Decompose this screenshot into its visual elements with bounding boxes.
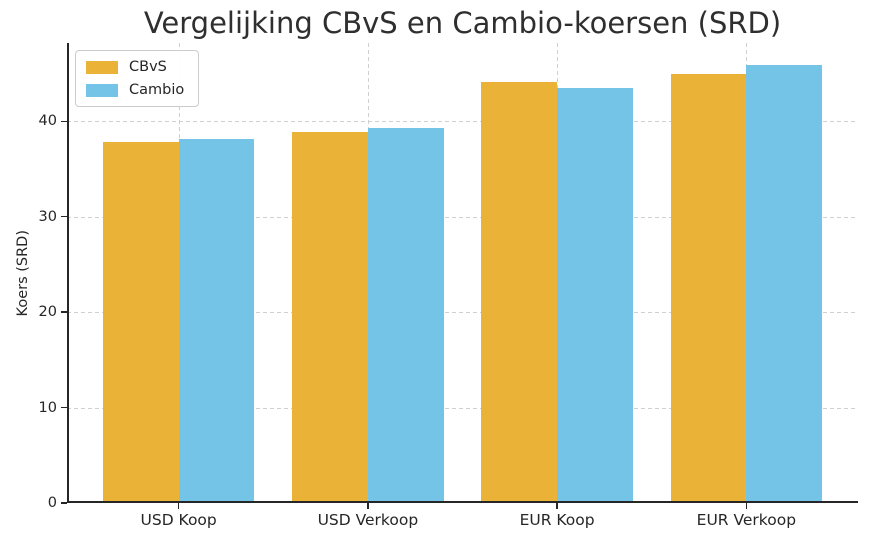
legend-label-cambio: Cambio: [129, 82, 185, 98]
y-tick-40: [61, 120, 67, 122]
left-spine: [67, 43, 69, 503]
bar-cambio-eur-koop: [557, 87, 633, 503]
x-tick-label-usd-koop: USD Koop: [140, 511, 217, 529]
y-tick-30: [61, 215, 67, 218]
y-tick-label-30: 30: [38, 208, 57, 225]
bar-cbvs-eur-verkoop: [670, 73, 747, 503]
gridline-horizontal-10: [67, 407, 858, 409]
y-axis-label: Koers (SRD): [15, 229, 31, 317]
legend-swatch-cambio: [86, 83, 118, 97]
x-tick-eur-verkoop: [745, 503, 748, 509]
gridline-horizontal-30: [67, 216, 858, 218]
gridline-horizontal-40: [67, 121, 858, 123]
legend-swatch-cbvs: [86, 60, 118, 74]
y-tick-label-0: 0: [47, 495, 57, 511]
gridline-horizontal-20: [67, 312, 858, 314]
x-tick-label-eur-verkoop: EUR Verkoop: [696, 511, 797, 529]
bar-cambio-usd-koop: [178, 139, 255, 503]
bar-cbvs-usd-verkoop: [292, 131, 368, 503]
bar-cambio-eur-verkoop: [746, 64, 823, 503]
x-tick-label-usd-verkoop: USD Verkoop: [317, 511, 419, 529]
bar-cambio-usd-verkoop: [367, 127, 444, 503]
x-tick-usd-koop: [177, 503, 180, 509]
y-tick-10: [61, 406, 67, 409]
x-tick-eur-koop: [556, 503, 558, 509]
legend-entry-cambio: Cambio: [86, 82, 184, 98]
legend-label-cbvs: CBvS: [129, 59, 167, 75]
y-axis-label-container: Koers (SRD): [12, 43, 34, 503]
bottom-spine: [67, 501, 858, 503]
plot-area: CBvS Cambio 0 10 20 30 40 USD Koop USD Verkoop E…: [39, 43, 858, 529]
legend: CBvS Cambio: [75, 50, 200, 107]
y-tick-label-20: 20: [38, 304, 57, 321]
legend-entry-cbvs: CBvS: [86, 59, 184, 75]
bar-cbvs-usd-koop: [102, 142, 179, 503]
y-tick-20: [61, 311, 67, 313]
x-tick-usd-verkoop: [367, 503, 369, 509]
x-tick-label-eur-koop: EUR Koop: [519, 511, 595, 529]
bar-cbvs-eur-koop: [481, 82, 558, 503]
y-tick-label-40: 40: [38, 113, 57, 130]
chart-title: Vergelijking CBvS en Cambio-koersen (SRD…: [143, 6, 782, 40]
y-tick-label-10: 10: [38, 399, 57, 416]
y-tick-0: [61, 502, 67, 504]
